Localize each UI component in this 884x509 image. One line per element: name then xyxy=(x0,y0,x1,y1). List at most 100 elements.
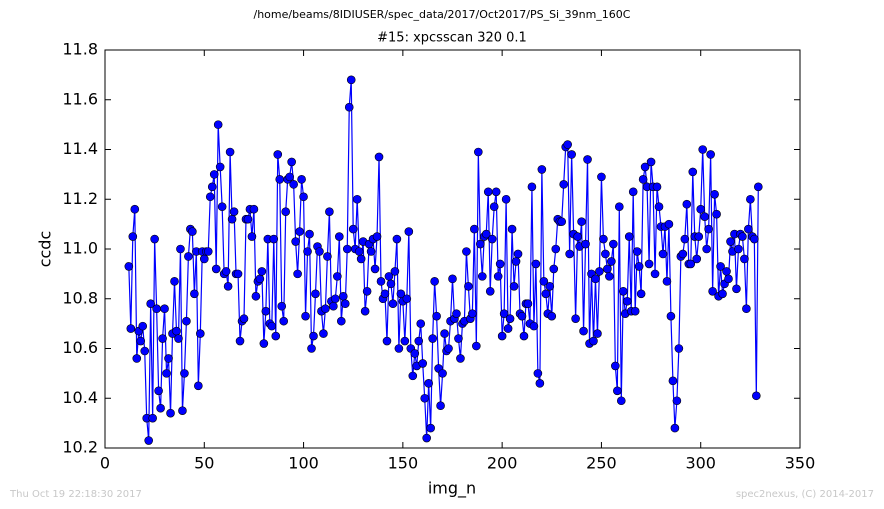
data-point xyxy=(483,187,493,197)
data-point xyxy=(249,204,259,214)
data-point xyxy=(599,234,608,244)
data-point xyxy=(382,336,392,346)
data-point xyxy=(668,376,678,386)
data-point xyxy=(297,175,306,184)
data-point xyxy=(523,299,533,309)
data-point xyxy=(370,264,380,274)
data-point xyxy=(539,277,549,286)
data-point xyxy=(545,282,555,291)
data-point xyxy=(664,219,674,229)
chart-title: /home/beams/8IDIUSER/spec_data/2017/Oct2… xyxy=(254,8,631,21)
data-point xyxy=(609,239,618,249)
data-point xyxy=(712,209,721,219)
data-point xyxy=(551,244,561,254)
data-point xyxy=(462,247,471,256)
data-point xyxy=(360,306,370,316)
data-point xyxy=(628,187,638,197)
data-point xyxy=(323,252,332,261)
data-point xyxy=(152,304,161,314)
y-tick-label: 11.8 xyxy=(62,40,98,59)
data-point xyxy=(454,334,463,343)
x-tick-label: 50 xyxy=(194,454,214,473)
data-point xyxy=(374,152,384,162)
data-point xyxy=(176,244,185,254)
data-point xyxy=(448,274,457,284)
data-point xyxy=(239,314,249,323)
data-point xyxy=(583,155,592,164)
data-point xyxy=(203,247,213,256)
data-point xyxy=(579,326,588,336)
data-point xyxy=(305,229,314,239)
data-point xyxy=(160,304,169,314)
data-point xyxy=(541,289,551,299)
data-point xyxy=(132,354,142,363)
x-tick-label: 100 xyxy=(288,454,319,473)
data-point xyxy=(190,289,199,299)
data-point xyxy=(223,282,233,291)
data-point xyxy=(188,227,197,236)
data-point xyxy=(744,224,753,234)
data-point xyxy=(636,289,646,299)
data-point xyxy=(390,267,400,276)
y-tick-label: 10.4 xyxy=(62,388,98,407)
data-point xyxy=(607,257,616,266)
data-point xyxy=(682,199,692,209)
data-point xyxy=(481,229,491,239)
data-point xyxy=(257,267,267,276)
data-point xyxy=(356,254,366,264)
data-point xyxy=(662,277,672,286)
data-point xyxy=(140,346,150,356)
data-point xyxy=(503,324,513,333)
data-point xyxy=(513,249,523,259)
data-point xyxy=(686,259,696,269)
data-point xyxy=(603,264,612,274)
data-point xyxy=(124,262,134,271)
data-point xyxy=(533,369,543,378)
data-point xyxy=(622,296,632,306)
data-point xyxy=(652,182,662,192)
data-point xyxy=(217,202,227,212)
data-point xyxy=(346,75,356,85)
data-point xyxy=(144,436,153,445)
data-point xyxy=(162,369,171,378)
data-point xyxy=(732,284,741,294)
data-point xyxy=(475,239,485,249)
data-point xyxy=(557,217,567,226)
data-point xyxy=(321,304,330,314)
data-point xyxy=(182,316,191,326)
data-point xyxy=(726,237,735,246)
data-point xyxy=(519,331,529,341)
data-point xyxy=(207,182,217,192)
data-point xyxy=(354,247,364,256)
data-point xyxy=(616,396,626,406)
data-point xyxy=(388,299,398,309)
data-point xyxy=(372,232,382,241)
data-point xyxy=(233,269,243,279)
data-point xyxy=(418,359,428,368)
y-tick-label: 10.8 xyxy=(62,288,98,307)
data-point xyxy=(235,336,245,346)
data-point xyxy=(277,301,287,311)
data-point xyxy=(154,386,163,396)
data-point xyxy=(501,194,511,204)
data-point xyxy=(148,413,157,423)
data-point xyxy=(680,234,690,244)
data-point xyxy=(489,202,499,212)
data-point xyxy=(718,289,727,299)
data-point xyxy=(436,401,445,411)
data-point xyxy=(311,289,320,299)
data-point xyxy=(205,192,215,202)
data-point xyxy=(255,274,265,284)
data-point xyxy=(601,249,610,259)
data-point xyxy=(269,234,279,244)
x-tick-label: 150 xyxy=(388,454,419,473)
data-point xyxy=(352,194,362,204)
data-point xyxy=(170,277,179,286)
data-point xyxy=(172,326,181,336)
data-point xyxy=(267,321,277,331)
data-point xyxy=(638,175,648,184)
data-point xyxy=(422,433,431,443)
data-point xyxy=(281,207,291,216)
data-point xyxy=(273,150,283,159)
data-point xyxy=(287,157,296,167)
